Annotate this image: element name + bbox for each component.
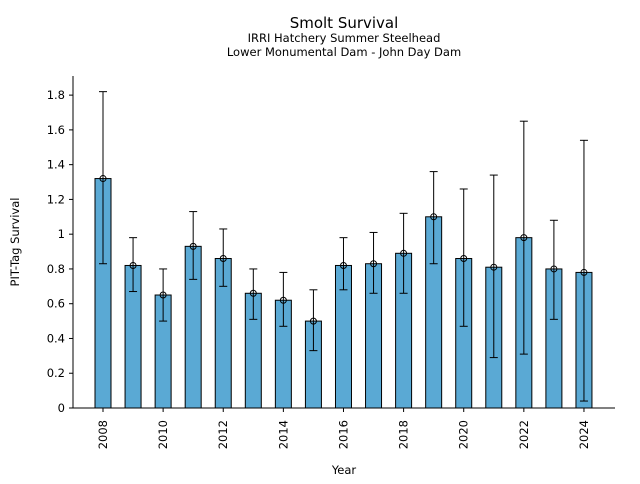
point-marker-2023 bbox=[550, 265, 558, 273]
y-tick-label-8: 1.6 bbox=[47, 123, 65, 137]
x-tick-label-2014: 2014 bbox=[276, 420, 290, 449]
x-tick-label-2016: 2016 bbox=[336, 420, 350, 449]
point-marker-2016 bbox=[339, 261, 347, 269]
x-tick-label-2022: 2022 bbox=[517, 420, 531, 449]
point-marker-2022 bbox=[520, 234, 528, 242]
point-marker-2018 bbox=[400, 249, 408, 257]
y-tick-label-4: 0.8 bbox=[47, 262, 65, 276]
y-axis-label: PIT-Tag Survival bbox=[8, 198, 22, 287]
y-tick-label-3: 0.6 bbox=[47, 297, 65, 311]
y-tick-label-7: 1.4 bbox=[47, 158, 65, 172]
y-tick-label-1: 0.2 bbox=[47, 366, 65, 380]
x-tick-label-2018: 2018 bbox=[397, 420, 411, 449]
point-marker-2009 bbox=[129, 261, 137, 269]
y-tick-label-5: 1 bbox=[58, 227, 65, 241]
point-marker-2020 bbox=[460, 255, 468, 263]
x-axis-label: Year bbox=[331, 463, 357, 477]
plot-area: 0 0.2 0.4 0.6 0.8 1 1.2 1.4 1.6 1.8 2008 2010 2012 20… bbox=[47, 76, 615, 449]
x-tick-label-2024: 2024 bbox=[577, 420, 591, 449]
chart-subtitle-line-2: Lower Monumental Dam - John Day Dam bbox=[227, 45, 461, 59]
x-tick-label-2010: 2010 bbox=[156, 420, 170, 449]
y-tick-label-0: 0 bbox=[58, 401, 65, 415]
y-tick-label-2: 0.4 bbox=[47, 331, 65, 345]
point-marker-2014 bbox=[279, 296, 287, 304]
x-tick-label-2020: 2020 bbox=[457, 420, 471, 449]
point-marker-2013 bbox=[249, 289, 257, 297]
point-marker-2012 bbox=[219, 255, 227, 263]
x-tick-label-2012: 2012 bbox=[216, 420, 230, 449]
point-marker-2008 bbox=[99, 175, 107, 183]
point-marker-2011 bbox=[189, 242, 197, 250]
y-tick-label-6: 1.2 bbox=[47, 192, 65, 206]
chart-title: Smolt Survival bbox=[290, 14, 399, 32]
point-marker-2010 bbox=[159, 291, 167, 299]
chart-subtitle-line-1: IRRI Hatchery Summer Steelhead bbox=[248, 31, 441, 45]
x-tick-label-2008: 2008 bbox=[96, 420, 110, 449]
point-marker-2015 bbox=[309, 317, 317, 325]
point-marker-2024 bbox=[580, 268, 588, 276]
y-tick-label-9: 1.8 bbox=[47, 88, 65, 102]
point-marker-2019 bbox=[430, 213, 438, 221]
point-marker-2021 bbox=[490, 263, 498, 271]
point-marker-2017 bbox=[370, 260, 378, 268]
